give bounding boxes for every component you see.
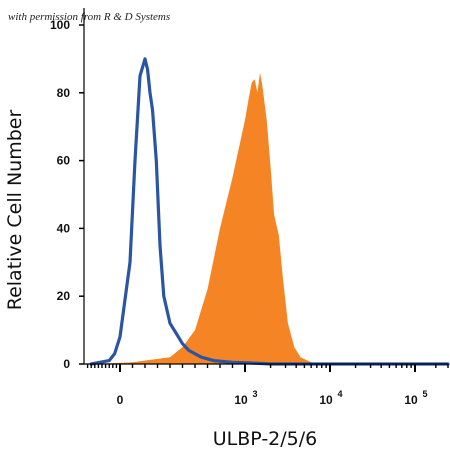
y-tick-label: 60 xyxy=(57,154,71,168)
y-axis-title: Relative Cell Number xyxy=(4,110,26,311)
x-tick-exponent: 4 xyxy=(337,389,342,399)
y-axis-ticks: 0 20 40 60 80 100 xyxy=(50,18,84,371)
y-tick-label: 20 xyxy=(57,289,71,303)
x-tick-label: 10 xyxy=(404,393,418,407)
x-tick-label: 10 xyxy=(319,393,333,407)
x-tick-label: 10 xyxy=(234,393,248,407)
y-tick-label: 80 xyxy=(57,86,71,100)
x-tick-exponent: 3 xyxy=(252,389,257,399)
x-axis-ticks: 0 10 3 10 4 10 5 xyxy=(86,364,449,407)
y-tick-label: 40 xyxy=(57,221,71,235)
watermark-text: with permission from R & D Systems xyxy=(8,11,170,23)
x-axis-title: ULBP-2/5/6 xyxy=(213,428,318,450)
x-tick-label: 0 xyxy=(117,393,124,407)
x-tick-exponent: 5 xyxy=(422,389,427,399)
y-tick-label: 100 xyxy=(50,18,70,32)
series-filled-area xyxy=(91,72,448,364)
y-tick-label: 0 xyxy=(63,357,70,371)
series-outline-line xyxy=(89,57,450,366)
plot-area xyxy=(89,57,450,366)
